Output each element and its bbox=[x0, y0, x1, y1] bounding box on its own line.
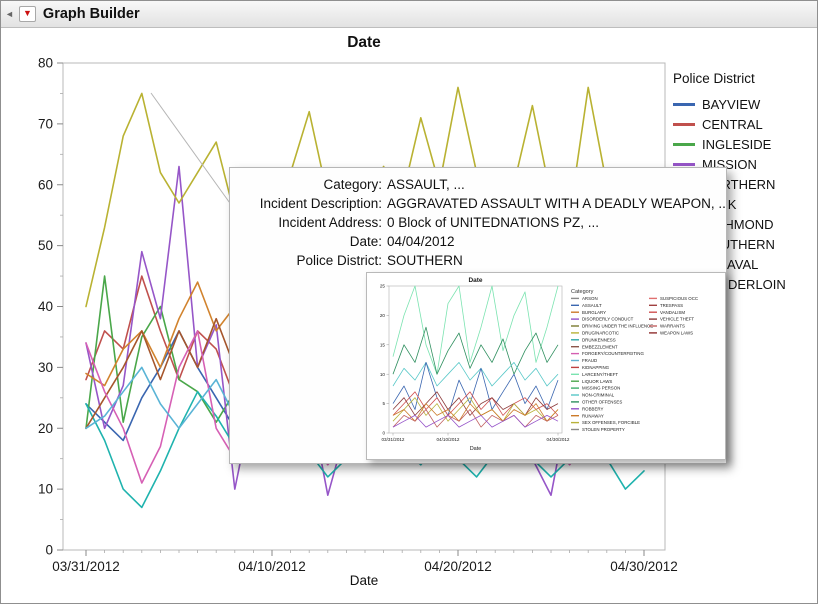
mini-x-tick-label: 03/31/2012 bbox=[382, 437, 405, 442]
mini-legend-item-label: FRAUD bbox=[582, 358, 597, 363]
mini-series-line bbox=[392, 403, 559, 422]
mini-series-line bbox=[392, 285, 559, 375]
chart-title: Date bbox=[347, 34, 381, 51]
mini-series-line bbox=[392, 397, 559, 422]
mini-y-tick-label: 0 bbox=[382, 431, 385, 436]
mini-legend-item-label: ARSON bbox=[582, 296, 598, 301]
y-tick-label: 20 bbox=[38, 421, 53, 436]
mini-legend-item-label: WEAPON LAWS bbox=[660, 331, 693, 336]
y-tick-label: 60 bbox=[38, 177, 53, 192]
mini-chart-title: Date bbox=[468, 277, 482, 284]
y-tick-label: 50 bbox=[38, 238, 53, 253]
red-triangle-menu-icon[interactable]: ▼ bbox=[18, 6, 36, 22]
mini-y-tick-label: 10 bbox=[380, 372, 386, 377]
tooltip-row: Incident Address: 0 Block of UNITEDNATION… bbox=[230, 213, 726, 232]
window-title: Graph Builder bbox=[42, 6, 140, 22]
mini-legend-item-label: RUNAWAY bbox=[582, 413, 604, 418]
mini-legend-item-label: DRIVING UNDER THE INFLUENCE bbox=[582, 324, 653, 329]
legend-swatch-ingleside bbox=[673, 142, 695, 146]
tooltip-row-label: Incident Description: bbox=[259, 196, 382, 211]
mini-legend-item-label: EMBEZZLEMENT bbox=[582, 344, 618, 349]
tooltip-row: Date: 04/04/2012 bbox=[230, 232, 726, 251]
mini-legend-item-label: OTHER OFFENSES bbox=[582, 400, 622, 405]
mini-chart-svg: Date 0 5 10 15 20 25 03/31/2012 04/10/2012 04/30/… bbox=[380, 277, 698, 452]
mini-legend-item-label: VANDALISM bbox=[660, 310, 685, 315]
tooltip-row: Police District: SOUTHERN bbox=[230, 251, 726, 270]
tooltip-row-value: 0 Block of UNITEDNATIONS PZ, ... bbox=[387, 215, 600, 230]
tooltip-row-label: Date: bbox=[349, 234, 382, 249]
mini-legend-item-label: SEX OFFENSES, FORCIBLE bbox=[582, 420, 640, 425]
tooltip-row-value: 04/04/2012 bbox=[387, 234, 455, 249]
mini-y-tick-label: 5 bbox=[382, 401, 385, 406]
legend-title: Police District bbox=[673, 71, 755, 86]
mini-legend-item-label: STOLEN PROPERTY bbox=[582, 427, 625, 432]
mini-series-line bbox=[392, 391, 559, 416]
legend-swatch-bayview bbox=[673, 102, 695, 106]
mini-legend-item-label: VEHICLE THEFT bbox=[660, 317, 694, 322]
tooltip-rows: Category: ASSAULT, ... Incident Descriptio… bbox=[230, 175, 726, 270]
mini-x-tick-label: 04/30/2012 bbox=[547, 437, 570, 442]
tooltip-row-label: Police District: bbox=[296, 253, 382, 268]
legend-item-label: INGLESIDE bbox=[702, 136, 772, 152]
title-bar: ◄ ▼ Graph Builder bbox=[1, 1, 817, 28]
mini-legend-item-label: LARCENY/THEFT bbox=[582, 372, 618, 377]
mini-legend-item-label: ROBBERY bbox=[582, 406, 603, 411]
mini-x-axis-label: Date bbox=[470, 446, 482, 452]
y-tick-label: 40 bbox=[38, 299, 53, 314]
y-tick-label: 10 bbox=[38, 482, 53, 497]
y-tick-label: 0 bbox=[45, 543, 53, 558]
x-tick-label: 03/31/2012 bbox=[52, 559, 120, 574]
x-tick-label: 04/10/2012 bbox=[238, 559, 306, 574]
tooltip-row-label: Incident Address: bbox=[278, 215, 382, 230]
tooltip-row-value: SOUTHERN bbox=[387, 253, 463, 268]
mini-y-tick-label: 20 bbox=[380, 313, 386, 318]
mini-legend-item-label: DRUNKENNESS bbox=[582, 337, 616, 342]
mini-legend-item-label: KIDNAPPING bbox=[582, 365, 610, 370]
mini-legend-item-label: MISSING PERSON bbox=[582, 386, 620, 391]
tooltip-row-value: AGGRAVATED ASSAULT WITH A DEADLY WEAPON,… bbox=[387, 196, 726, 211]
legend-item-label: BAYVIEW bbox=[702, 96, 761, 112]
x-axis-label: Date bbox=[349, 573, 379, 588]
tooltip-row: Category: ASSAULT, ... bbox=[230, 175, 726, 194]
mini-legend-item-label: ASSAULT bbox=[582, 303, 602, 308]
mini-legend-item-label: LIQUOR LAWS bbox=[582, 379, 612, 384]
y-tick-label: 80 bbox=[38, 56, 53, 71]
x-tick-label: 04/20/2012 bbox=[424, 559, 492, 574]
legend-item-central[interactable]: CENTRAL bbox=[673, 114, 815, 134]
legend-item-bayview[interactable]: BAYVIEW bbox=[673, 94, 815, 114]
mini-y-tick-label: 25 bbox=[380, 284, 386, 289]
legend-swatch-central bbox=[673, 122, 695, 126]
mini-plot-frame bbox=[388, 285, 563, 434]
mini-series-line bbox=[392, 362, 559, 416]
mini-y-tick-label: 15 bbox=[380, 342, 386, 347]
tooltip-thumbnail-chart: Date 0 5 10 15 20 25 03/31/2012 04/10/2012 04/30/… bbox=[366, 272, 726, 460]
mini-legend-item-label: TRESPASS bbox=[660, 303, 683, 308]
legend-item-label: CENTRAL bbox=[702, 116, 763, 132]
y-tick-label: 30 bbox=[38, 360, 53, 375]
tooltip-row: Incident Description: AGGRAVATED ASSAULT … bbox=[230, 194, 726, 213]
mini-legend-item-label: DRUG/NARCOTIC bbox=[582, 331, 619, 336]
mini-series-line bbox=[392, 391, 559, 416]
mini-series-line bbox=[392, 414, 559, 428]
tooltip-row-value: ASSAULT, ... bbox=[387, 177, 465, 192]
mini-series-line bbox=[392, 326, 559, 375]
y-tick-label: 70 bbox=[38, 116, 53, 131]
mini-legend-title: Category bbox=[571, 289, 594, 295]
tooltip-connector-line bbox=[150, 92, 233, 207]
hover-tooltip: Category: ASSAULT, ... Incident Descriptio… bbox=[229, 167, 727, 464]
mini-series-line bbox=[392, 362, 559, 387]
mini-x-tick-label: 04/10/2012 bbox=[437, 437, 460, 442]
legend-item-ingleside[interactable]: INGLESIDE bbox=[673, 134, 815, 154]
x-tick-label: 04/30/2012 bbox=[610, 559, 678, 574]
mini-legend-item-label: DISORDERLY CONDUCT bbox=[582, 317, 634, 322]
mini-legend-item-label: SUSPICIOUS OCC bbox=[660, 296, 698, 301]
mini-legend-item-label: BURGLARY bbox=[582, 310, 606, 315]
mini-legend-item-label: WARRANTS bbox=[660, 324, 685, 329]
mini-legend-item-label: NON-CRIMINAL bbox=[582, 393, 615, 398]
mini-legend-item-label: FORGERY/COUNTERFEITING bbox=[582, 351, 644, 356]
collapse-arrow-icon[interactable]: ◄ bbox=[5, 9, 14, 19]
tooltip-row-label: Category: bbox=[323, 177, 382, 192]
legend-swatch-mission bbox=[673, 162, 695, 166]
